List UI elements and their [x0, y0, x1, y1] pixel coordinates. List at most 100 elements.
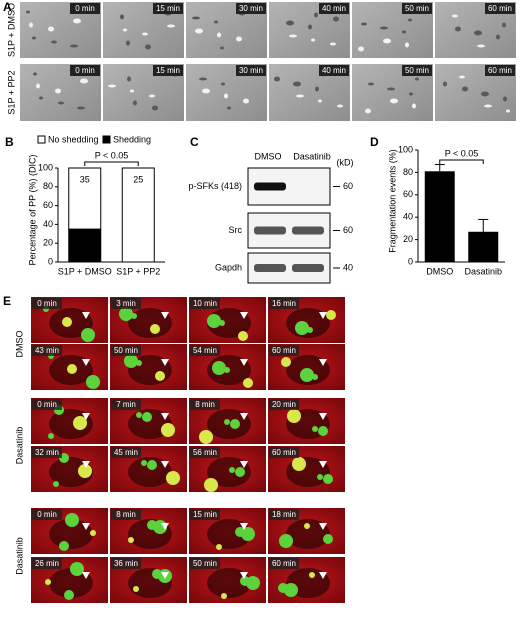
cell — [358, 46, 364, 52]
time-label: 0 min — [37, 299, 57, 308]
time-box — [269, 399, 299, 410]
time-box — [269, 298, 299, 309]
dark-region — [128, 457, 172, 487]
time-label: 0 min — [37, 510, 57, 519]
platelet-blob — [133, 586, 139, 592]
cell — [77, 106, 85, 110]
band — [254, 226, 286, 235]
time-label: 43 min — [35, 346, 59, 355]
cell — [474, 30, 482, 36]
cell — [195, 28, 203, 34]
time-label: 3 min — [116, 299, 136, 308]
platelet-blob — [141, 460, 147, 466]
time-box — [153, 65, 183, 76]
time-label: 7 min — [116, 400, 136, 409]
cell — [503, 96, 507, 102]
panel-label: C — [190, 135, 199, 149]
platelet-blob — [67, 364, 77, 374]
cell — [149, 94, 155, 98]
time-box — [111, 345, 141, 356]
cell — [502, 22, 506, 28]
platelet-blob — [279, 534, 293, 548]
time-label: 50 min — [405, 66, 429, 75]
cell — [236, 36, 242, 42]
time-box — [190, 558, 220, 569]
x-tick-label: S1P + PP2 — [116, 266, 160, 276]
arrowhead — [240, 312, 248, 319]
platelet-blob — [318, 426, 328, 436]
cell — [477, 44, 485, 48]
platelet-blob — [300, 368, 314, 382]
time-box — [32, 399, 62, 410]
cell — [380, 26, 388, 30]
cell — [459, 75, 465, 79]
band — [254, 264, 286, 272]
arrowhead — [240, 461, 248, 468]
cell — [199, 77, 207, 81]
cell — [455, 26, 461, 32]
time-label: 56 min — [193, 448, 217, 457]
platelet-blob — [243, 378, 253, 388]
cell — [32, 36, 36, 40]
cell — [51, 40, 57, 44]
time-label: 18 min — [272, 510, 296, 519]
cell — [274, 76, 280, 82]
time-box — [32, 298, 62, 309]
cell — [333, 16, 339, 22]
platelet-blob — [142, 412, 152, 422]
bar-segment — [121, 167, 155, 263]
cell — [39, 96, 43, 100]
platelet-blob — [317, 474, 323, 480]
bar-segment — [68, 167, 102, 230]
column-label: DMSO — [255, 151, 282, 161]
time-label: 20 min — [272, 400, 296, 409]
dark-region — [207, 519, 251, 549]
time-label: 60 min — [272, 559, 296, 568]
time-box — [32, 558, 62, 569]
platelet-blob — [323, 474, 333, 484]
panel-label: D — [370, 135, 379, 149]
bar — [468, 231, 499, 262]
time-box — [485, 65, 515, 76]
time-box — [111, 447, 141, 458]
cell — [311, 38, 315, 42]
time-label: 30 min — [239, 4, 263, 13]
blot-label: Src — [229, 225, 243, 235]
arrowhead — [82, 572, 90, 579]
cell — [123, 28, 127, 32]
platelet-blob — [64, 590, 74, 600]
arrowhead — [240, 413, 248, 420]
cell — [496, 34, 500, 40]
x-tick-label: DMSO — [426, 266, 453, 276]
cell — [296, 94, 304, 98]
arrowhead — [82, 523, 90, 530]
cell — [243, 98, 249, 104]
arrowhead — [161, 461, 169, 468]
cell — [29, 22, 33, 28]
cell — [33, 72, 37, 76]
cell — [481, 91, 489, 97]
cell — [133, 100, 137, 106]
y-tick-label: 60 — [403, 189, 413, 199]
y-tick-label: 100 — [398, 144, 413, 154]
unit-label: (kD) — [337, 157, 354, 167]
marker-label: 60 — [343, 225, 353, 235]
cell — [127, 76, 131, 82]
time-box — [319, 3, 349, 14]
cell — [214, 20, 218, 24]
x-tick-label: Dasatinib — [464, 266, 502, 276]
time-label: 0 min — [75, 4, 95, 13]
time-label: 8 min — [116, 510, 136, 519]
time-box — [269, 509, 299, 520]
time-label: 15 min — [156, 4, 180, 13]
cell — [402, 30, 406, 34]
cell — [55, 88, 61, 94]
platelet-blob — [119, 307, 133, 321]
significance-bracket — [84, 161, 139, 166]
blot-label: p-SFKs (418) — [188, 181, 242, 191]
arrowhead — [82, 312, 90, 319]
dark-region — [207, 457, 251, 487]
arrowhead — [319, 523, 327, 530]
cell — [130, 89, 134, 93]
